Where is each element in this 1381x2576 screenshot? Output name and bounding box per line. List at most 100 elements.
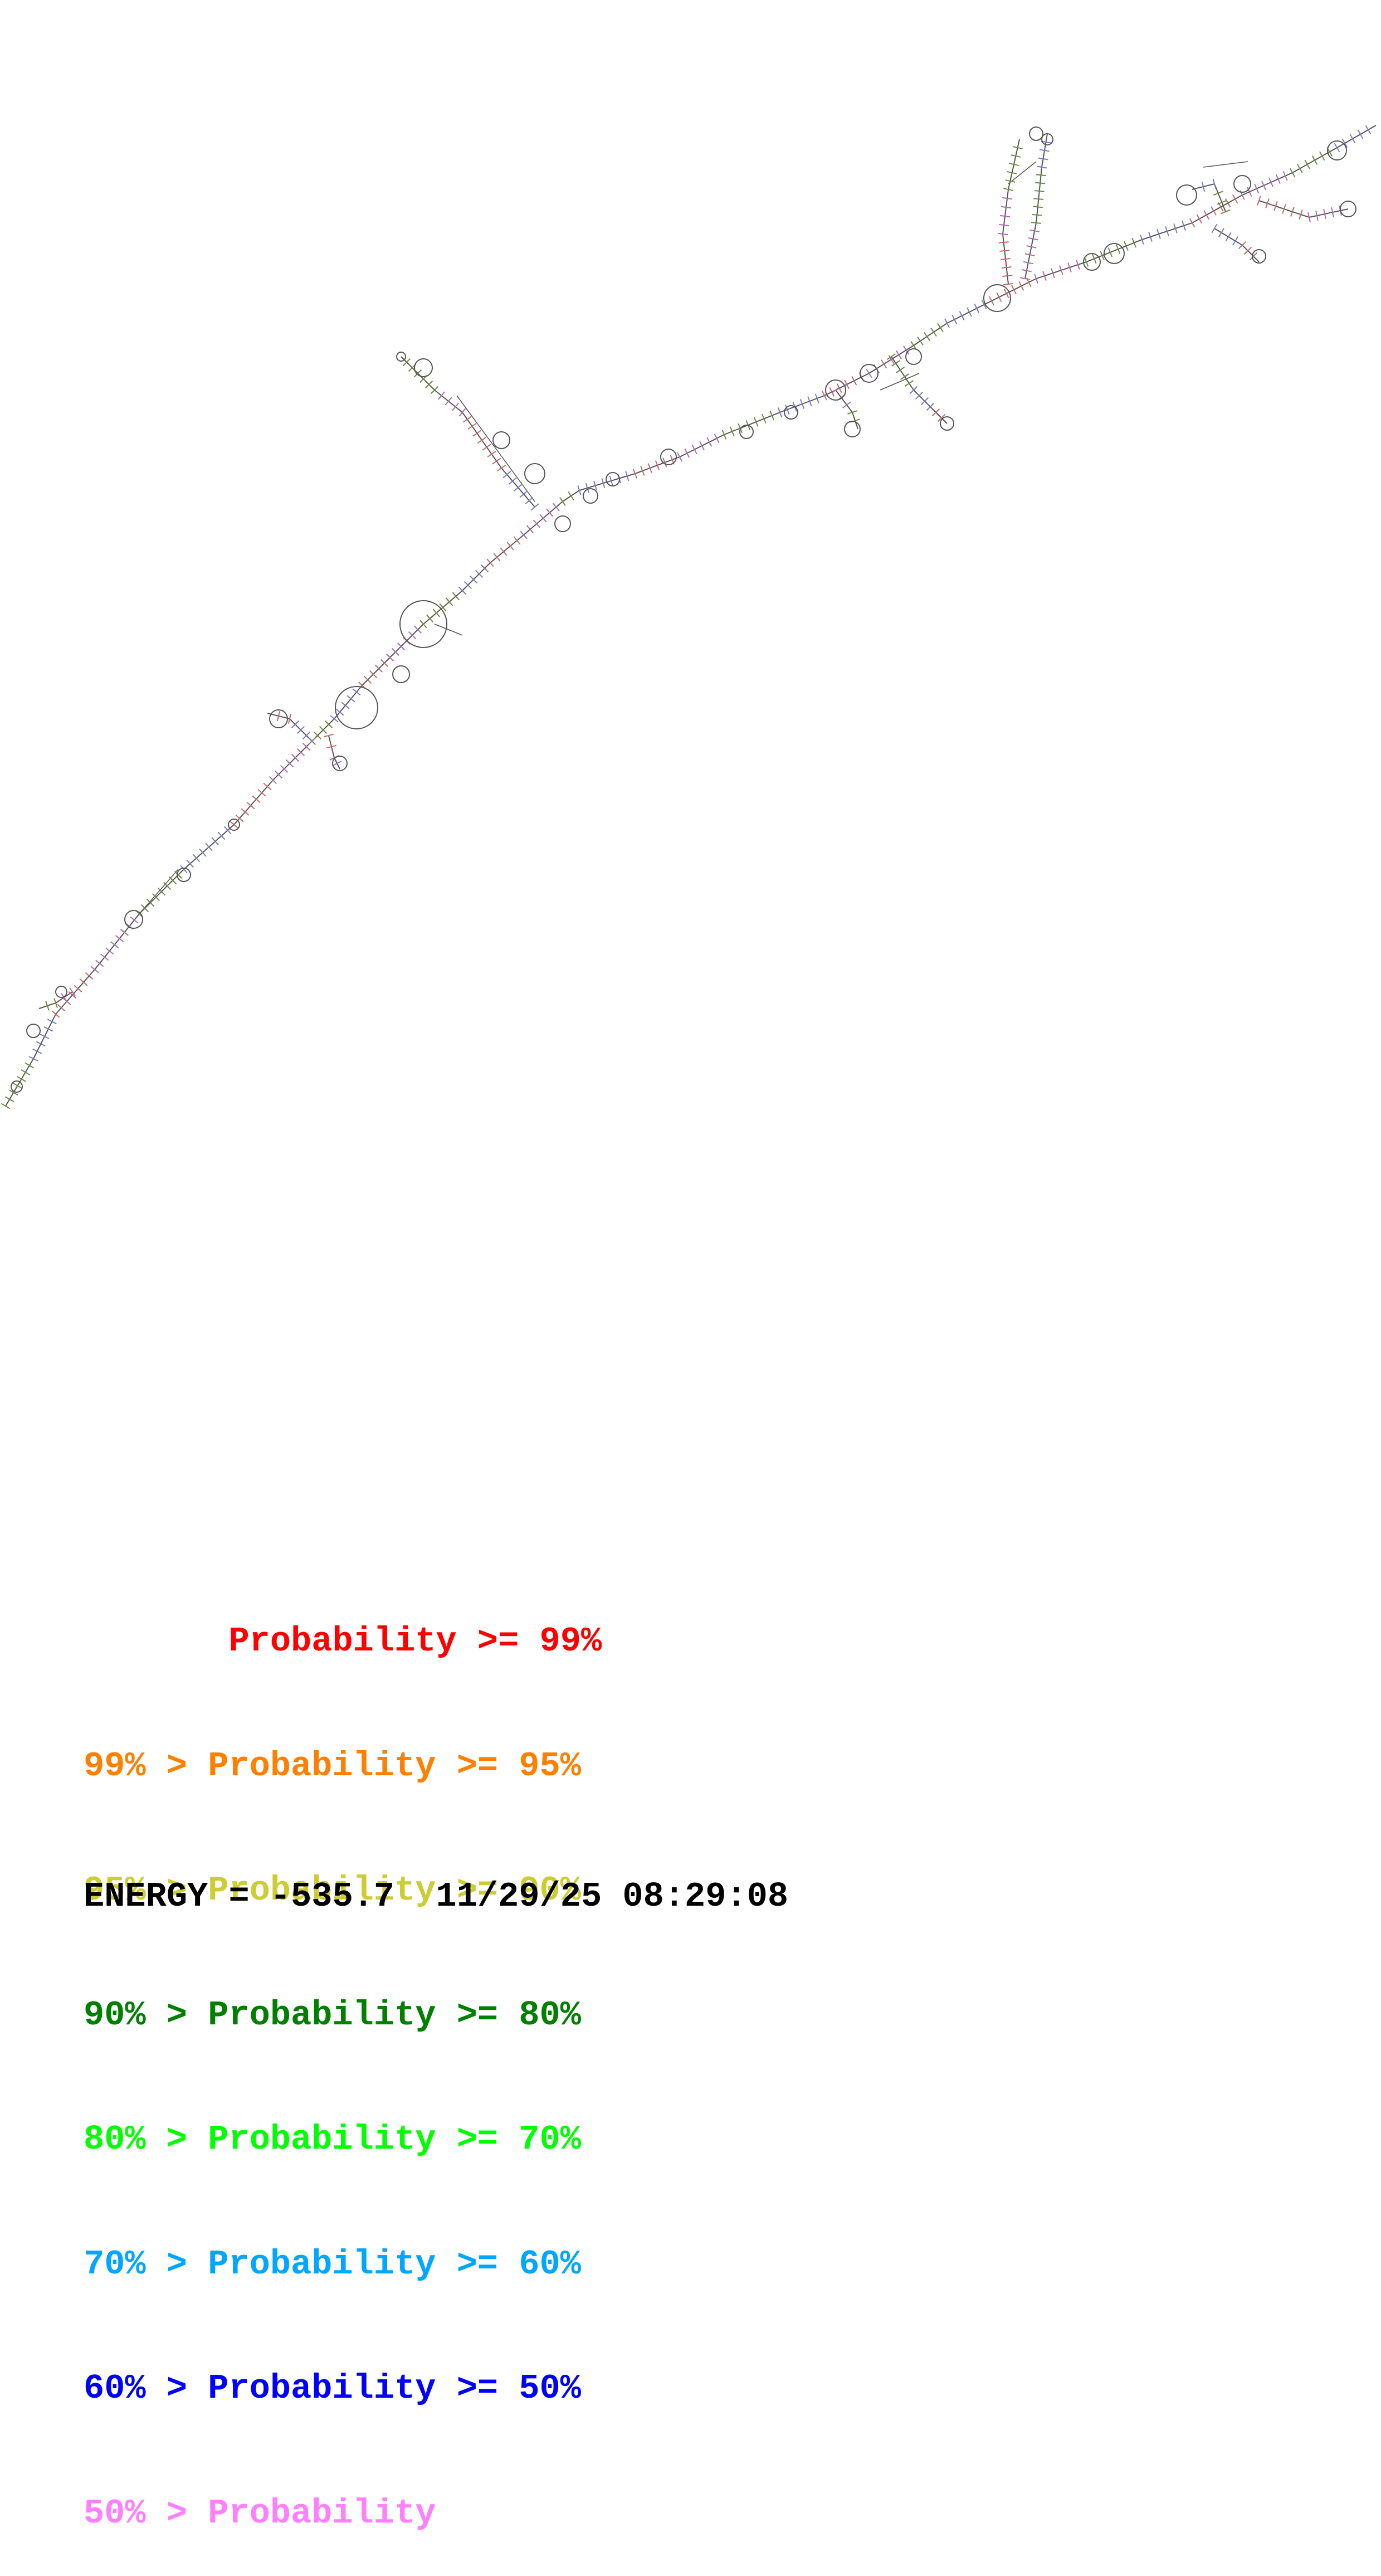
helix-rung bbox=[1315, 210, 1319, 221]
branch-backbone bbox=[328, 735, 340, 770]
helix-rung bbox=[1218, 228, 1224, 237]
rna-loop bbox=[396, 352, 406, 362]
helix-rung bbox=[1201, 182, 1206, 192]
helix-rung bbox=[1031, 222, 1042, 224]
helix-rung bbox=[269, 776, 277, 785]
helix-rung bbox=[480, 564, 489, 573]
rna-loop bbox=[1104, 243, 1125, 264]
helix-rung bbox=[1221, 209, 1231, 215]
helix-rung bbox=[895, 367, 905, 373]
helix-rung bbox=[1365, 125, 1372, 135]
helix-rung bbox=[482, 444, 491, 451]
helix-rung bbox=[347, 695, 355, 703]
rna-loop bbox=[492, 431, 510, 449]
rna-loop bbox=[228, 819, 240, 831]
helix-rung bbox=[257, 789, 266, 797]
helix-rung bbox=[1011, 154, 1021, 158]
helix-rung bbox=[115, 935, 124, 942]
helix-rung bbox=[959, 311, 965, 321]
connector-line bbox=[880, 373, 920, 391]
helix-rung bbox=[363, 675, 372, 684]
helix-rung bbox=[291, 720, 300, 729]
helix-rung bbox=[120, 928, 129, 936]
helix-rung bbox=[508, 477, 517, 485]
helix-rung bbox=[831, 386, 840, 394]
helix-rung bbox=[632, 469, 638, 479]
rna-loop bbox=[1327, 140, 1347, 160]
helix-rung bbox=[146, 898, 155, 907]
helix-rung bbox=[1211, 223, 1218, 233]
helix-rung bbox=[1268, 177, 1273, 187]
connector-line bbox=[434, 624, 463, 636]
helix-rung bbox=[1003, 289, 1009, 299]
helix-rung bbox=[931, 408, 940, 417]
helix-rung bbox=[424, 380, 433, 389]
helix-rung bbox=[1275, 174, 1281, 184]
helix-rung bbox=[324, 720, 333, 729]
rna-loop bbox=[1252, 249, 1266, 264]
helix-rung bbox=[413, 369, 422, 378]
helix-rung bbox=[1341, 138, 1348, 148]
helix-rung bbox=[886, 353, 896, 360]
helix-rung bbox=[1212, 179, 1217, 189]
helix-rung bbox=[68, 991, 77, 999]
helix-rung bbox=[186, 859, 194, 868]
helix-rung bbox=[699, 441, 705, 451]
helix-rung bbox=[1156, 229, 1161, 239]
helix-rung bbox=[341, 702, 350, 709]
rna-loop bbox=[660, 449, 677, 465]
branch-backbone bbox=[891, 356, 948, 424]
helix-rung bbox=[1265, 198, 1270, 208]
helix-rung bbox=[100, 953, 109, 961]
rna-loop bbox=[1029, 126, 1043, 141]
helix-rung bbox=[937, 413, 946, 422]
rna-loop bbox=[983, 284, 1011, 312]
helix-rung bbox=[1257, 196, 1261, 206]
rna-loop bbox=[11, 1080, 23, 1093]
helix-rung bbox=[1036, 174, 1046, 177]
helix-rung bbox=[1282, 171, 1288, 181]
helix-rung bbox=[163, 882, 172, 890]
helix-rung bbox=[1173, 223, 1178, 233]
helix-rung bbox=[1140, 235, 1144, 245]
helix-rung bbox=[647, 463, 652, 473]
helix-rung bbox=[1024, 253, 1035, 256]
helix-rung bbox=[799, 399, 805, 409]
helix-rung bbox=[891, 360, 901, 367]
helix-rung bbox=[525, 496, 534, 504]
helix-rung bbox=[1232, 236, 1238, 246]
helix-rung bbox=[291, 753, 300, 762]
helix-rung bbox=[157, 887, 166, 896]
helix-rung bbox=[40, 1034, 50, 1039]
helix-rung bbox=[997, 232, 1008, 236]
helix-rung bbox=[981, 300, 987, 310]
helix-rung bbox=[296, 748, 305, 757]
legend-row-ge-99: Probability >= 99% bbox=[84, 1621, 602, 1661]
legend-row-80-90: 90% > Probability >= 80% bbox=[84, 1995, 581, 2035]
helix-rung bbox=[79, 978, 88, 986]
rna-loop bbox=[26, 1024, 41, 1038]
helix-rung bbox=[844, 379, 850, 389]
helix-rung bbox=[1008, 163, 1019, 166]
helix-rung bbox=[951, 314, 958, 324]
helix-rung bbox=[85, 972, 94, 980]
helix-rung bbox=[1033, 198, 1044, 201]
helix-rung bbox=[408, 631, 417, 640]
rna-loop bbox=[55, 986, 67, 998]
helix-rung bbox=[1084, 257, 1089, 267]
helix-rung bbox=[1007, 171, 1017, 174]
helix-rung bbox=[989, 296, 994, 306]
helix-rung bbox=[822, 391, 827, 401]
helix-rung bbox=[1182, 221, 1186, 231]
rna-loop bbox=[583, 488, 598, 504]
helix-rung bbox=[1018, 281, 1024, 291]
helix-rung bbox=[1002, 197, 1013, 200]
helix-rung bbox=[829, 387, 835, 397]
main-backbone bbox=[5, 125, 1377, 1107]
helix-rung bbox=[105, 947, 114, 955]
helix-rung bbox=[1012, 146, 1023, 149]
branch-backbone bbox=[401, 356, 535, 508]
helix-rung bbox=[1032, 206, 1043, 208]
helix-rung bbox=[280, 764, 289, 773]
helix-rung bbox=[714, 434, 720, 444]
